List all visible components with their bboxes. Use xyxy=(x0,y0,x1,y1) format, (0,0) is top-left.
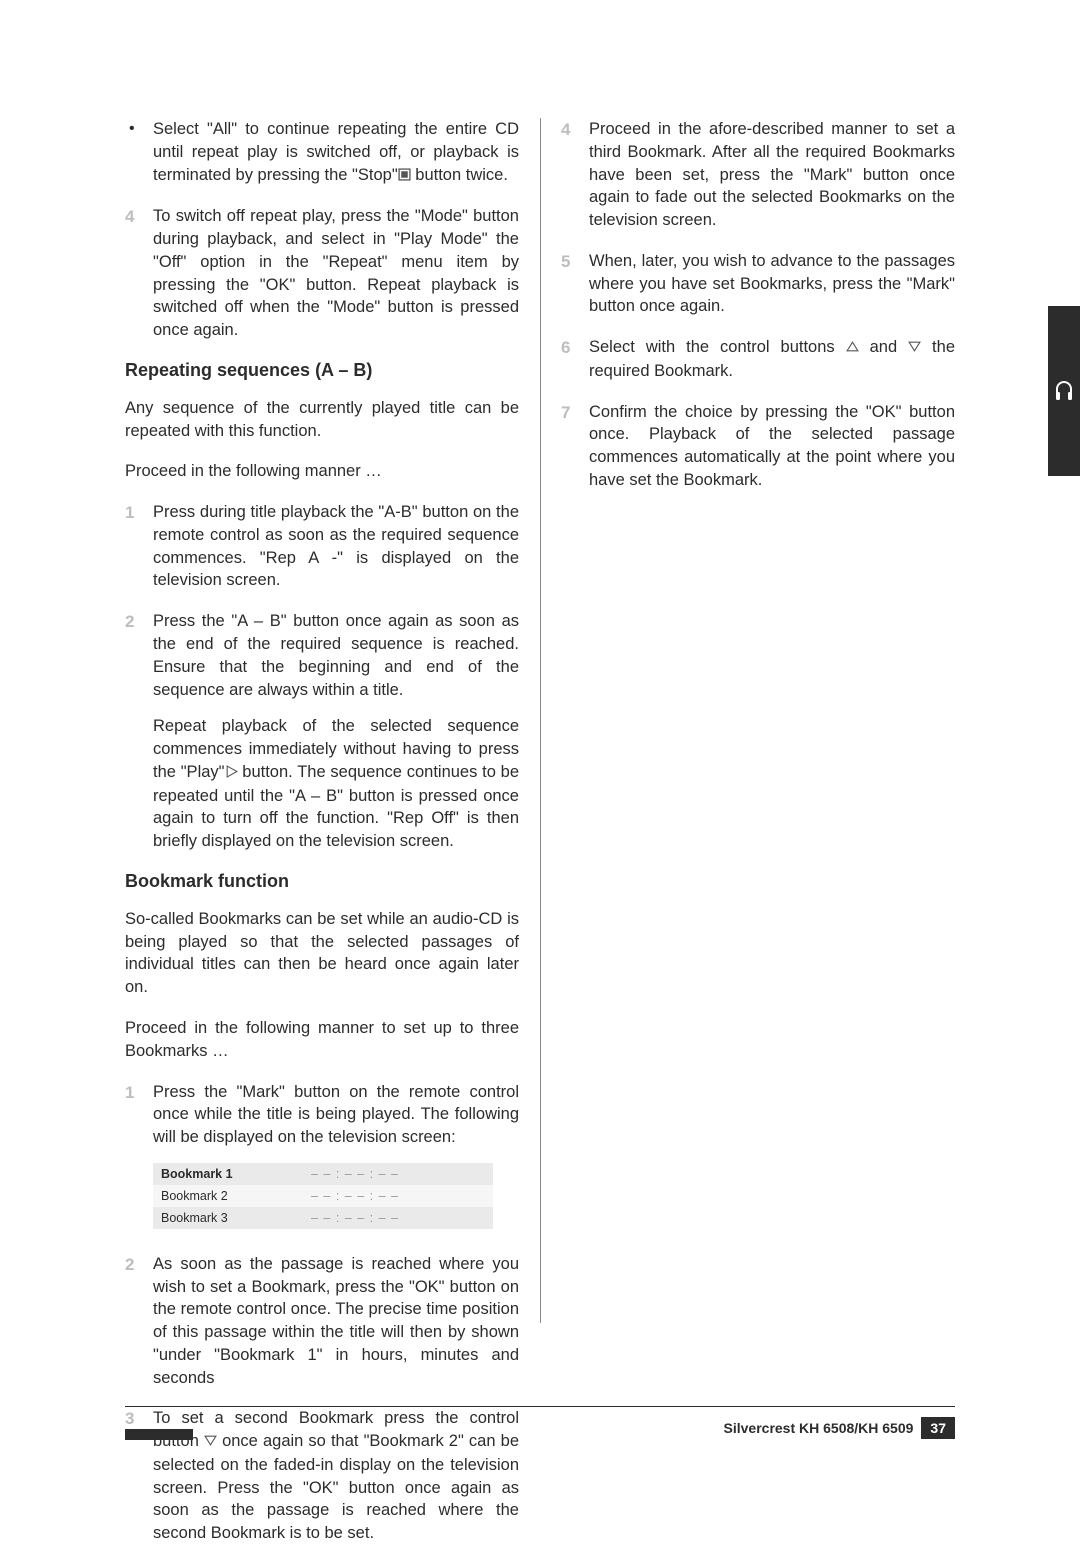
step-number: 1 xyxy=(125,501,153,592)
step-number: 1 xyxy=(125,1081,153,1149)
left-column: • Select "All" to continue repeating the… xyxy=(125,118,529,1545)
bookmark-label: Bookmark 1 xyxy=(161,1167,311,1181)
bullet: • xyxy=(125,118,153,187)
bookmark-value: – – : – – : – – xyxy=(311,1167,399,1181)
list-item: 5 When, later, you wish to advance to th… xyxy=(561,250,955,318)
step-number: 2 xyxy=(125,1253,153,1390)
table-row: Bookmark 1 – – : – – : – – xyxy=(153,1163,493,1185)
step-number: 5 xyxy=(561,250,589,318)
list-item: 1 Press the "Mark" button on the remote … xyxy=(125,1081,519,1149)
text-part: Press the "A – B" button once again as s… xyxy=(153,612,519,698)
bookmark-label: Bookmark 3 xyxy=(161,1211,311,1225)
text-part: and xyxy=(859,338,908,356)
paragraph: Proceed in the following manner … xyxy=(125,460,519,483)
section-heading-repeat: Repeating sequences (A – B) xyxy=(125,360,519,381)
step-number: 6 xyxy=(561,336,589,383)
triangle-up-icon xyxy=(846,337,859,360)
stop-icon xyxy=(398,165,411,188)
list-item: 2 Press the "A – B" button once again as… xyxy=(125,610,519,853)
paragraph: Any sequence of the currently played tit… xyxy=(125,397,519,443)
list-item: • Select "All" to continue repeating the… xyxy=(125,118,519,187)
page-number: 37 xyxy=(921,1417,955,1439)
list-item: 6 Select with the control buttons and th… xyxy=(561,336,955,383)
bookmark-value: – – : – – : – – xyxy=(311,1189,399,1203)
step-number: 4 xyxy=(125,205,153,342)
triangle-down-icon xyxy=(908,337,921,360)
section-heading-bookmark: Bookmark function xyxy=(125,871,519,892)
bookmark-label: Bookmark 2 xyxy=(161,1189,311,1203)
list-text: Proceed in the afore-described manner to… xyxy=(589,118,955,232)
list-item: 2 As soon as the passage is reached wher… xyxy=(125,1253,519,1390)
right-column: 4 Proceed in the afore-described manner … xyxy=(551,118,955,1545)
list-text: When, later, you wish to advance to the … xyxy=(589,250,955,318)
paragraph: Repeat playback of the selected sequence… xyxy=(153,715,519,853)
list-text: Press the "Mark" button on the remote co… xyxy=(153,1081,519,1149)
list-text: As soon as the passage is reached where … xyxy=(153,1253,519,1390)
list-text: Select "All" to continue repeating the e… xyxy=(153,118,519,187)
table-row: Bookmark 3 – – : – – : – – xyxy=(153,1207,493,1229)
step-number: 7 xyxy=(561,401,589,492)
paragraph: Proceed in the following manner to set u… xyxy=(125,1017,519,1063)
step-number: 4 xyxy=(561,118,589,232)
step-number: 2 xyxy=(125,610,153,853)
list-item: 7 Confirm the choice by pressing the "OK… xyxy=(561,401,955,492)
page-footer: Silvercrest KH 6508/KH 6509 37 xyxy=(125,1406,955,1439)
headphones-icon xyxy=(1054,377,1074,405)
list-item: 4 To switch off repeat play, press the "… xyxy=(125,205,519,342)
side-tab xyxy=(1048,306,1080,476)
bookmark-table: Bookmark 1 – – : – – : – – Bookmark 2 – … xyxy=(153,1163,493,1229)
text-part: button twice. xyxy=(411,166,508,184)
list-text: To switch off repeat play, press the "Mo… xyxy=(153,205,519,342)
play-icon xyxy=(225,762,238,785)
product-name: Silvercrest KH 6508/KH 6509 xyxy=(724,1420,914,1436)
list-text: Press the "A – B" button once again as s… xyxy=(153,610,519,853)
list-item: 4 Proceed in the afore-described manner … xyxy=(561,118,955,232)
footer-right: Silvercrest KH 6508/KH 6509 37 xyxy=(724,1417,955,1439)
page-content: • Select "All" to continue repeating the… xyxy=(125,118,955,1545)
table-row: Bookmark 2 – – : – – : – – xyxy=(153,1185,493,1207)
list-text: Confirm the choice by pressing the "OK" … xyxy=(589,401,955,492)
paragraph: So-called Bookmarks can be set while an … xyxy=(125,908,519,999)
list-text: Press during title playback the "A-B" bu… xyxy=(153,501,519,592)
bookmark-value: – – : – – : – – xyxy=(311,1211,399,1225)
list-item: 1 Press during title playback the "A-B" … xyxy=(125,501,519,592)
list-text: Select with the control buttons and the … xyxy=(589,336,955,383)
text-part: Select with the control buttons xyxy=(589,338,846,356)
